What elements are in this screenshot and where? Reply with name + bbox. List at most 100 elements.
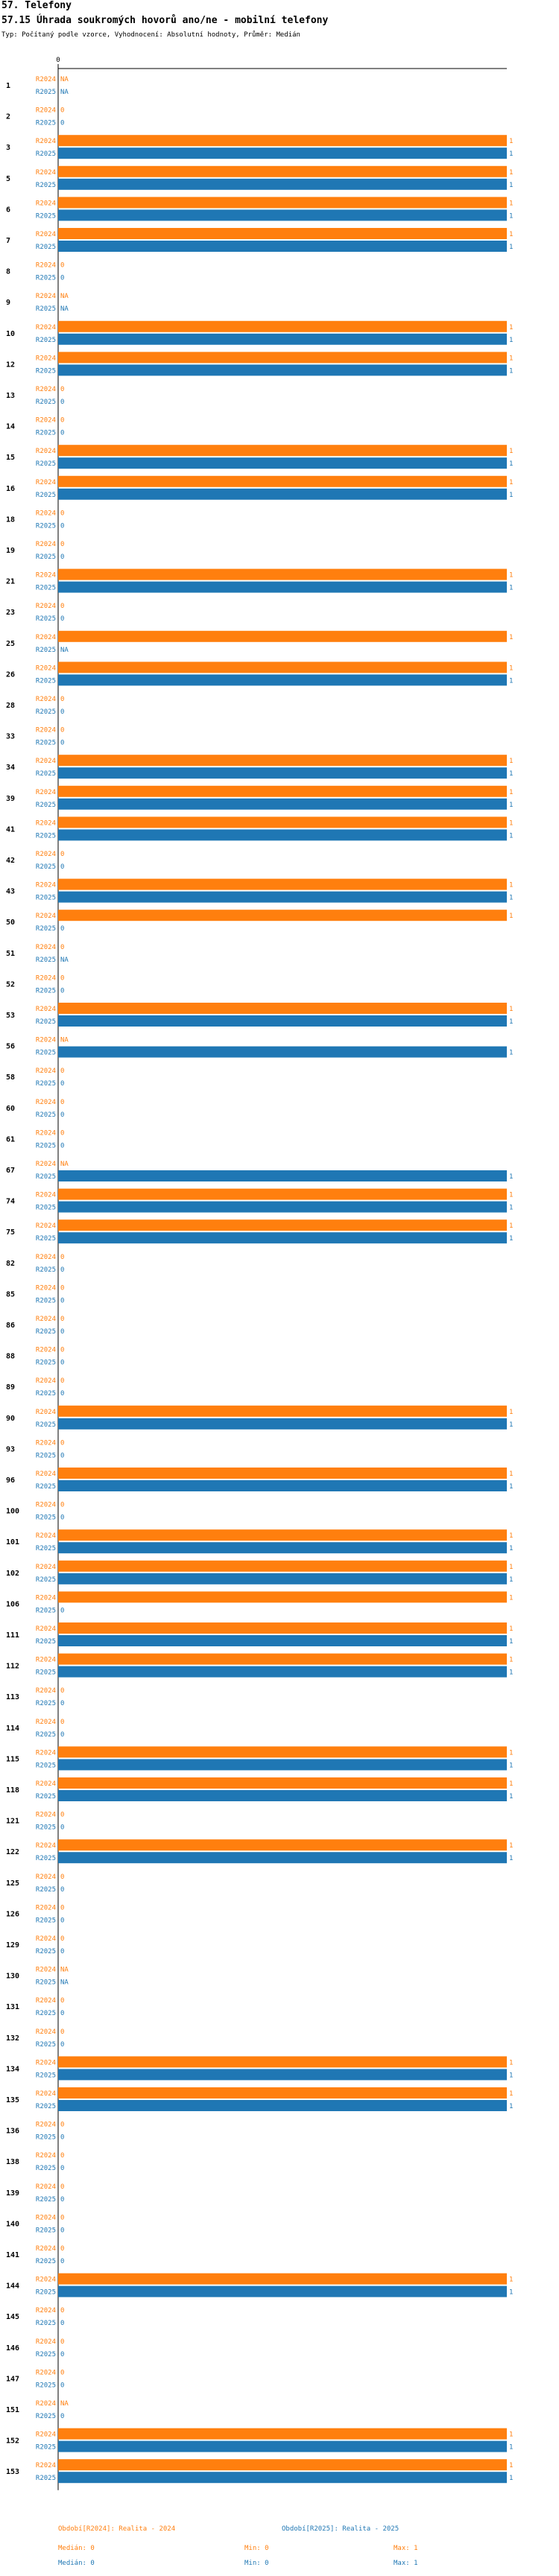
value-label: 1 <box>509 1657 513 1664</box>
category-label: 15 <box>6 454 15 462</box>
bar <box>58 2428 507 2440</box>
bar <box>58 197 507 209</box>
value-label: 0 <box>60 1997 64 2005</box>
category-label: 145 <box>6 2313 19 2321</box>
value-label: 1 <box>509 913 513 920</box>
value-label: 1 <box>509 572 513 580</box>
value-label: 0 <box>60 2010 64 2017</box>
category-label: 139 <box>6 2189 19 2198</box>
series-label: R2025 <box>36 2041 56 2049</box>
value-label: 0 <box>60 863 64 871</box>
series-label: R2025 <box>36 1360 56 1367</box>
series-label: R2024 <box>36 572 56 580</box>
series-label: R2025 <box>36 2134 56 2142</box>
value-label: 0 <box>60 1874 64 1881</box>
bar <box>58 228 507 239</box>
value-label: 1 <box>509 1018 513 1026</box>
series-label: R2024 <box>36 758 56 765</box>
bar <box>58 581 507 593</box>
series-label: R2025 <box>36 212 56 220</box>
category-label: 144 <box>6 2282 19 2291</box>
value-label: 0 <box>60 1514 64 1522</box>
bar <box>58 1839 507 1851</box>
category-label: 138 <box>6 2158 19 2166</box>
value-label: 0 <box>60 1067 64 1075</box>
value-label: 0 <box>60 615 64 623</box>
series-label: R2025 <box>36 553 56 561</box>
series-label: R2024 <box>36 1377 56 1385</box>
category-label: 141 <box>6 2251 19 2259</box>
value-label: 0 <box>60 2413 64 2420</box>
series-label: R2025 <box>36 2227 56 2234</box>
category-label: 152 <box>6 2437 19 2446</box>
value-label: 1 <box>509 819 513 827</box>
series-label: R2024 <box>36 1594 56 1602</box>
category-label: 90 <box>6 1415 15 1423</box>
bar <box>58 1635 507 1646</box>
series-label: R2024 <box>36 2214 56 2221</box>
legend-min-2025: Min: 0 <box>244 2560 269 2567</box>
value-label: NA <box>60 957 69 964</box>
category-label: 43 <box>6 888 15 896</box>
value-label: 1 <box>509 367 513 375</box>
category-label: 19 <box>6 547 15 555</box>
value-label: 1 <box>509 2462 513 2469</box>
bar <box>58 1003 507 1014</box>
category-label: 2 <box>6 113 10 121</box>
series-label: R2025 <box>36 957 56 964</box>
value-label: 0 <box>60 399 64 406</box>
bar <box>58 333 507 345</box>
value-label: 1 <box>509 2090 513 2098</box>
series-label: R2025 <box>36 1669 56 1677</box>
value-label: 1 <box>509 1006 513 1013</box>
value-label: 1 <box>509 448 513 455</box>
value-label: 1 <box>509 1762 513 1769</box>
category-label: 93 <box>6 1445 15 1453</box>
value-label: 0 <box>60 2351 64 2358</box>
category-label: 41 <box>6 825 15 834</box>
bar <box>58 2087 507 2098</box>
series-label: R2025 <box>36 1483 56 1491</box>
category-label: 10 <box>6 330 15 338</box>
bar <box>58 829 507 841</box>
category-label: 26 <box>6 670 15 679</box>
value-label: 0 <box>60 2028 64 2036</box>
category-label: 112 <box>6 1663 19 1671</box>
value-label: 0 <box>60 262 64 270</box>
value-label: 0 <box>60 1886 64 1894</box>
bar <box>58 147 507 159</box>
category-label: 82 <box>6 1260 15 1268</box>
value-label: 1 <box>509 150 513 158</box>
value-label: 0 <box>60 1297 64 1304</box>
bar <box>58 1201 507 1213</box>
series-label: R2025 <box>36 1731 56 1739</box>
value-label: 1 <box>509 212 513 220</box>
value-label: 1 <box>509 2072 513 2079</box>
category-label: 126 <box>6 1910 19 1918</box>
legend-median-2024: Medián: 0 <box>58 2545 95 2552</box>
series-label: R2025 <box>36 1607 56 1614</box>
value-label: 1 <box>509 677 513 685</box>
value-label: 0 <box>60 1687 64 1695</box>
bar <box>58 457 507 469</box>
value-label: 1 <box>509 664 513 672</box>
category-label: 51 <box>6 950 15 958</box>
category-label: 16 <box>6 485 15 493</box>
series-label: R2024 <box>36 1812 56 1819</box>
series-label: R2024 <box>36 200 56 207</box>
category-label: 74 <box>6 1198 15 1206</box>
value-label: 1 <box>509 1235 513 1243</box>
bar <box>58 1560 507 1572</box>
value-label: 0 <box>60 1347 64 1354</box>
series-label: R2024 <box>36 2400 56 2408</box>
series-label: R2025 <box>36 1018 56 1026</box>
category-label: 146 <box>6 2344 19 2353</box>
value-label: 0 <box>60 740 64 747</box>
bar <box>58 1046 507 1058</box>
value-label: 0 <box>60 1700 64 1707</box>
series-label: R2024 <box>36 1284 56 1292</box>
value-label: 0 <box>60 120 64 127</box>
category-label: 129 <box>6 1941 19 1950</box>
value-label: 1 <box>509 802 513 809</box>
value-label: NA <box>60 89 69 96</box>
